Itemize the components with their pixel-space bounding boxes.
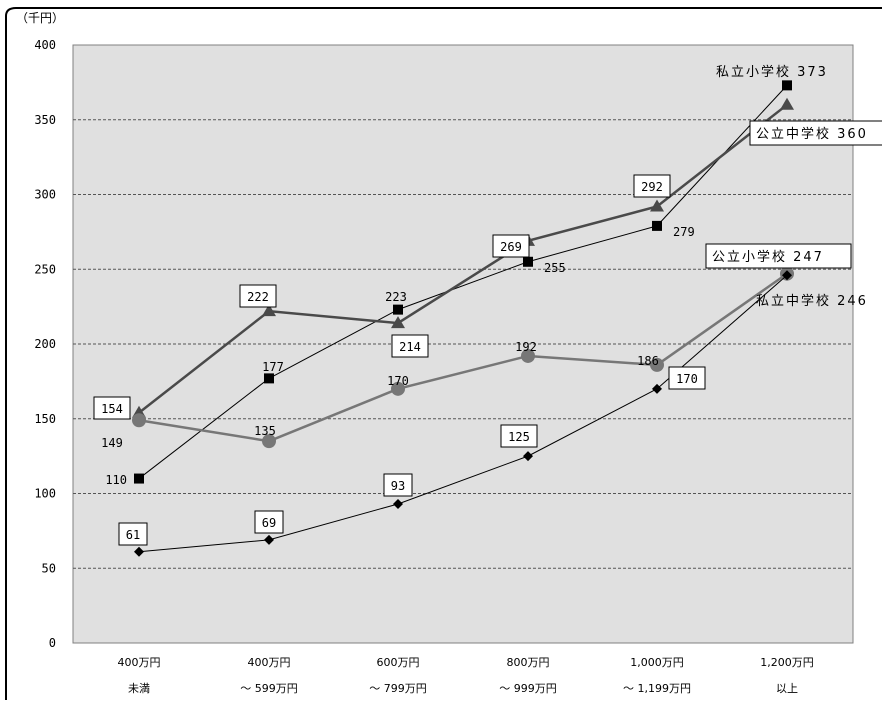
y-tick-label: 400 <box>34 38 56 52</box>
x-tick-label: 400万円 <box>118 656 161 669</box>
data-label-box <box>391 334 429 358</box>
series-end-label: 公立小学校 247 <box>712 249 824 265</box>
data-label: 93 <box>391 479 405 493</box>
data-label: 222 <box>247 290 269 304</box>
data-point-marker <box>521 348 535 363</box>
x-tick-label: 以上 <box>776 682 798 695</box>
data-label: 279 <box>673 225 695 239</box>
y-tick-label: 50 <box>42 561 56 575</box>
y-tick-label: 0 <box>49 636 56 650</box>
series-line <box>138 85 788 479</box>
y-axis-unit: （千円） <box>16 11 64 25</box>
series-end-label: 公立中学校 360 <box>756 126 868 142</box>
data-label-box <box>239 284 277 308</box>
y-tick-label: 300 <box>34 188 56 202</box>
chart-frame <box>5 7 882 700</box>
data-point-marker <box>652 220 662 231</box>
x-tick-label: 未満 <box>128 682 150 695</box>
data-label: 255 <box>544 261 566 275</box>
data-label: 292 <box>641 180 663 194</box>
data-point-marker <box>650 199 664 212</box>
y-axis-ticks: 0 50 100 150 200 250 300 350 400 <box>34 38 56 650</box>
data-point-marker <box>393 304 403 315</box>
data-point-marker <box>652 383 662 394</box>
series-end-label-box <box>705 243 852 269</box>
data-label: 69 <box>262 516 276 530</box>
data-label: 170 <box>676 372 698 386</box>
data-labels: 110 177 223 255 279 154 222 214 269 292 149 135 170 1… <box>93 64 882 546</box>
data-point-marker <box>132 413 146 428</box>
data-point-marker <box>264 373 274 384</box>
x-tick-label: ～ 799万円 <box>369 682 427 695</box>
data-point-marker <box>262 304 276 317</box>
data-point-marker <box>264 534 274 545</box>
data-label: 177 <box>262 360 284 374</box>
x-tick-label: 600万円 <box>377 656 420 669</box>
data-label: 192 <box>515 340 537 354</box>
series-end-label: 私立中学校 246 <box>756 293 868 309</box>
y-tick-label: 150 <box>34 412 56 426</box>
data-label: 110 <box>105 473 127 487</box>
series-end-label-box <box>749 120 882 146</box>
data-label-box <box>383 473 413 497</box>
y-tick-label: 350 <box>34 113 56 127</box>
data-label: 214 <box>399 340 421 354</box>
data-point-marker <box>782 270 792 281</box>
data-label: 269 <box>500 240 522 254</box>
data-point-marker <box>134 546 144 557</box>
data-label: 61 <box>126 528 140 542</box>
data-label-box <box>118 522 148 546</box>
data-label-box <box>668 366 706 390</box>
data-point-marker <box>780 97 794 110</box>
data-point-marker <box>523 256 533 267</box>
data-point-marker <box>134 473 144 484</box>
data-label-box <box>254 510 284 534</box>
x-tick-label: 1,000万円 <box>630 656 684 669</box>
data-point-marker <box>391 316 405 329</box>
data-point-marker <box>262 434 276 449</box>
series-line <box>138 272 788 443</box>
data-label-box <box>93 396 131 420</box>
y-tick-label: 100 <box>34 487 56 501</box>
data-point-marker <box>650 357 664 372</box>
data-point-marker <box>391 381 405 396</box>
x-tick-label: 1,200万円 <box>760 656 814 669</box>
data-label-box <box>500 424 538 448</box>
data-label-box <box>492 234 530 258</box>
y-tick-label: 200 <box>34 337 56 351</box>
x-tick-label: ～ 999万円 <box>499 682 557 695</box>
series-lines <box>132 80 794 557</box>
data-label: 125 <box>508 430 530 444</box>
y-tick-label: 250 <box>34 262 56 276</box>
series-end-label: 私立小学校 373 <box>716 64 828 80</box>
data-label: 170 <box>387 374 409 388</box>
data-label: 135 <box>254 424 276 438</box>
data-point-marker <box>523 451 533 462</box>
gridlines <box>73 119 853 569</box>
x-tick-label: ～ 1,199万円 <box>623 682 691 695</box>
data-label: 186 <box>637 354 659 368</box>
series-line <box>138 103 788 414</box>
x-tick-label: 400万円 <box>248 656 291 669</box>
x-tick-label: ～ 599万円 <box>240 682 298 695</box>
data-point-marker <box>393 498 403 509</box>
data-label: 149 <box>101 436 123 450</box>
data-label: 223 <box>385 290 407 304</box>
data-label-box <box>633 174 671 198</box>
data-label: 154 <box>101 402 123 416</box>
x-tick-label: 800万円 <box>507 656 550 669</box>
data-point-marker <box>782 80 792 91</box>
